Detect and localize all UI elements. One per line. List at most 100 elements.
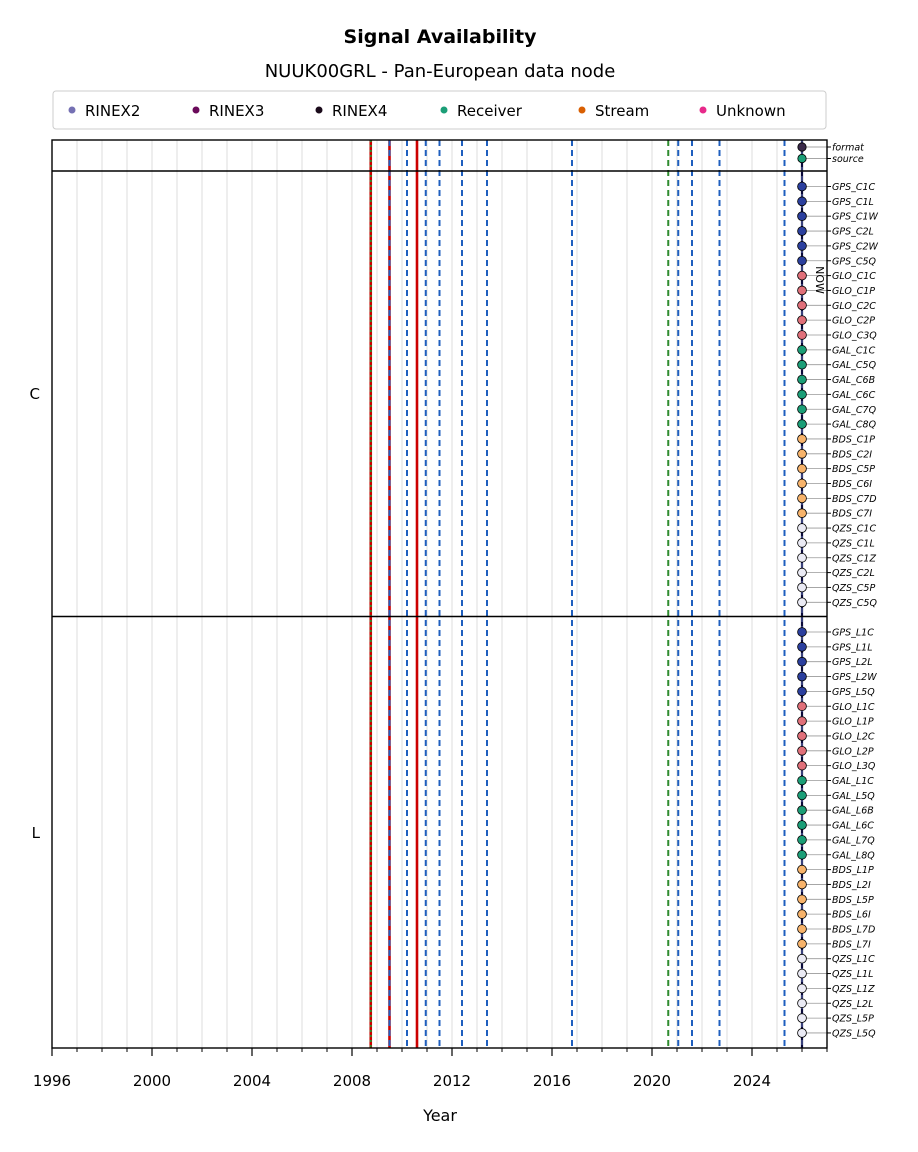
signal-label-GAL_C5Q: GAL_C5Q <box>832 360 877 371</box>
x-tick-label-2016: 2016 <box>533 1072 571 1090</box>
signal-marker-GPS_C1L <box>797 196 807 207</box>
signal-label-BDS_L7D: BDS_L7D <box>832 925 875 936</box>
signal-label-GLO_L3Q: GLO_L3Q <box>832 761 876 772</box>
signal-label-BDS_L7I: BDS_L7I <box>832 939 871 950</box>
signal-label-GLO_L1P: GLO_L1P <box>832 717 874 728</box>
signal-label-GPS_C2W: GPS_C2W <box>832 241 879 252</box>
legend-label-2: RINEX4 <box>332 102 387 120</box>
meta-marker-format <box>797 142 807 152</box>
signal-label-GPS_L2L: GPS_L2L <box>832 657 873 668</box>
signal-marker-GAL_C8Q <box>797 419 807 429</box>
legend-label-4: Stream <box>595 102 649 120</box>
signal-marker-QZS_L1L <box>797 968 807 979</box>
signal-marker-GAL_L6C <box>797 820 807 830</box>
signal-label-GLO_L1C: GLO_L1C <box>832 702 875 713</box>
legend-marker-0 <box>68 106 76 114</box>
signal-marker-QZS_C5Q <box>797 597 807 608</box>
signal-label-GAL_L1C: GAL_L1C <box>832 776 874 787</box>
signal-label-QZS_L1L: QZS_L1L <box>832 969 873 980</box>
x-tick-label-2004: 2004 <box>233 1072 271 1090</box>
now-label: NOW <box>813 266 826 294</box>
signal-label-GLO_L2C: GLO_L2C <box>832 731 875 742</box>
signal-marker-BDS_L1P <box>797 864 807 875</box>
signal-marker-QZS_C5P <box>797 582 807 593</box>
signal-label-GPS_L1C: GPS_L1C <box>832 628 874 639</box>
signal-marker-GLO_C2C <box>797 300 807 311</box>
signal-marker-GAL_C7Q <box>797 404 807 415</box>
signal-marker-GLO_L2C <box>797 731 807 741</box>
signal-marker-GPS_C2L <box>797 226 807 236</box>
signal-marker-BDS_L5P <box>797 894 807 905</box>
signal-marker-GLO_L2P <box>797 745 807 756</box>
signal-marker-GPS_C5Q <box>797 255 807 266</box>
signal-label-QZS_L1C: QZS_L1C <box>832 954 875 965</box>
legend-marker-4 <box>578 106 586 114</box>
signal-label-QZS_C1Z: QZS_C1Z <box>832 553 876 564</box>
signal-marker-GLO_C1C <box>797 270 807 281</box>
signal-label-QZS_C1C: QZS_C1C <box>832 524 876 535</box>
signal-label-GPS_C2L: GPS_C2L <box>832 227 874 238</box>
signal-label-BDS_C5P: BDS_C5P <box>832 464 875 475</box>
signal-marker-BDS_L6I <box>797 909 807 919</box>
signal-marker-GAL_L7Q <box>797 835 807 845</box>
signal-marker-QZS_L1Z <box>797 983 807 994</box>
meta-label-source: source <box>832 154 864 165</box>
signal-label-BDS_C7I: BDS_C7I <box>832 509 872 520</box>
signal-label-GPS_C5Q: GPS_C5Q <box>832 256 877 267</box>
signal-marker-GAL_C6C <box>797 389 807 400</box>
signal-marker-GLO_L3Q <box>797 760 807 771</box>
legend: RINEX2 RINEX3 RINEX4 Receiver Stream Unknown <box>52 90 827 130</box>
legend-label-0: RINEX2 <box>85 102 140 120</box>
signal-label-QZS_C5Q: QZS_C5Q <box>832 598 877 609</box>
signal-marker-BDS_C7I <box>797 508 807 519</box>
signal-marker-GPS_L2L <box>797 656 807 667</box>
chart-title: Signal Availability <box>344 26 538 48</box>
signal-marker-BDS_L7I <box>797 939 807 949</box>
legend-label-3: Receiver <box>457 102 523 120</box>
signal-label-QZS_L5Q: QZS_L5Q <box>832 1028 876 1039</box>
signal-marker-GAL_L1C <box>797 775 807 786</box>
signal-marker-QZS_C1C <box>797 523 807 533</box>
signal-label-QZS_L5P: QZS_L5P <box>832 1014 874 1025</box>
signal-marker-BDS_C1P <box>797 434 807 444</box>
legend-marker-3 <box>440 106 448 114</box>
signal-label-BDS_C1P: BDS_C1P <box>832 434 875 445</box>
signal-label-GPS_L2W: GPS_L2W <box>832 672 877 683</box>
signal-label-GAL_C8Q: GAL_C8Q <box>832 420 877 431</box>
signal-label-GLO_L2P: GLO_L2P <box>832 746 874 757</box>
signal-label-BDS_C7D: BDS_C7D <box>832 494 877 505</box>
signal-label-GPS_L5Q: GPS_L5Q <box>832 687 875 698</box>
signal-label-QZS_C2L: QZS_C2L <box>832 568 875 579</box>
signal-marker-GPS_C1C <box>797 181 807 192</box>
signal-label-QZS_L2L: QZS_L2L <box>832 999 873 1010</box>
signal-marker-GLO_L1P <box>797 716 807 726</box>
signal-label-QZS_L1Z: QZS_L1Z <box>832 984 875 995</box>
signal-marker-GAL_C6B <box>797 374 807 385</box>
signal-label-BDS_L5P: BDS_L5P <box>832 895 874 906</box>
signal-label-BDS_L6I: BDS_L6I <box>832 910 871 921</box>
signal-marker-GAL_L8Q <box>797 849 807 860</box>
x-tick-label-2020: 2020 <box>633 1072 671 1090</box>
signal-marker-GAL_C5Q <box>797 359 807 370</box>
signal-marker-BDS_L7D <box>797 924 807 934</box>
signal-marker-QZS_L1C <box>797 953 807 964</box>
group-label-C: C <box>30 385 40 403</box>
signal-label-GPS_C1C: GPS_C1C <box>832 182 876 193</box>
plot-frame <box>51 139 828 1049</box>
signal-marker-QZS_L2L <box>797 998 807 1009</box>
signal-label-GLO_C2C: GLO_C2C <box>832 301 876 312</box>
signal-label-GLO_C1P: GLO_C1P <box>832 286 875 297</box>
signal-marker-BDS_L2I <box>797 879 807 890</box>
signal-marker-QZS_L5Q <box>797 1028 807 1038</box>
signal-label-GAL_C6B: GAL_C6B <box>832 375 875 386</box>
signal-marker-GPS_L1L <box>797 642 807 652</box>
signal-marker-GAL_L6B <box>797 805 807 815</box>
meta-label-format: format <box>832 143 865 154</box>
signal-marker-GPS_L2W <box>797 671 807 682</box>
signal-label-GAL_L5Q: GAL_L5Q <box>832 791 875 802</box>
signal-marker-QZS_C1Z <box>797 552 807 563</box>
x-tick-label-2008: 2008 <box>333 1072 371 1090</box>
signal-label-BDS_L1P: BDS_L1P <box>832 865 874 876</box>
